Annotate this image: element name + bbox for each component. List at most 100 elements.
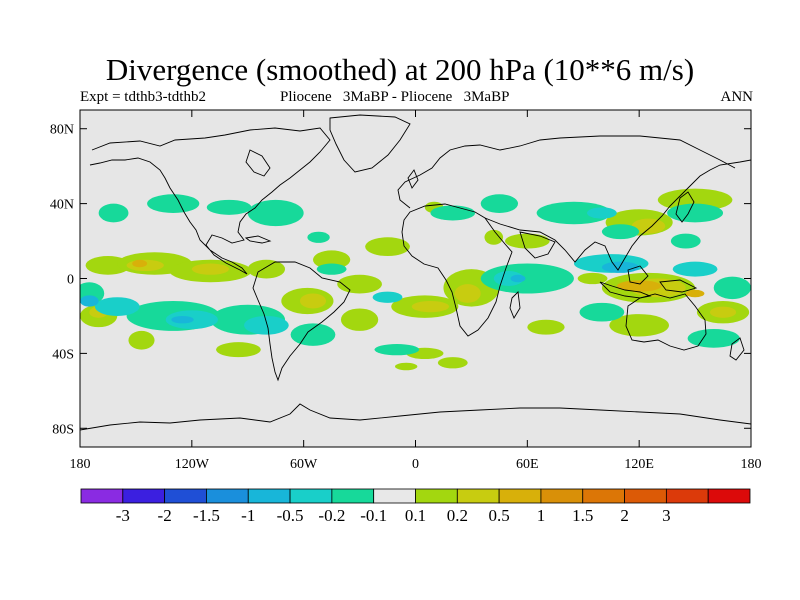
field-blob: [670, 233, 701, 249]
field-blob: [573, 254, 649, 273]
field-blob: [216, 342, 261, 358]
field-blob: [365, 237, 410, 257]
field-blob: [169, 259, 252, 283]
colorbar-swatch: [331, 488, 375, 504]
colorbar-label: 1: [537, 506, 546, 525]
lon-tick-label: 120E: [624, 457, 654, 472]
coast-asia: [484, 159, 751, 271]
field-blob: [510, 274, 526, 283]
coast-greenland: [329, 114, 411, 173]
field-blob: [601, 224, 640, 240]
colorbar-label: -0.2: [318, 506, 345, 525]
colorbar-swatch: [540, 488, 584, 504]
field-blob: [244, 315, 289, 335]
field-blob: [80, 282, 105, 305]
lat-tick-label: 80S: [52, 422, 74, 437]
field-pos-mid: [89, 218, 737, 318]
colorbar-swatch: [665, 488, 709, 504]
field-blob: [210, 304, 286, 335]
coast-cuba: [244, 235, 272, 244]
period-label: Pliocene 3MaBP - Pliocene 3MaBP: [280, 89, 510, 105]
field-blob: [281, 287, 334, 315]
map-background: [80, 110, 751, 447]
field-blob: [132, 259, 148, 268]
coast-new-zealand: [729, 337, 745, 361]
field-blob: [504, 233, 550, 249]
map-axes: 80N 40N 0 40S 80S 180 120W 60W 0 60E 120E 180: [50, 110, 762, 472]
field-blob: [247, 259, 286, 279]
colorbar-swatch: [247, 488, 291, 504]
coastlines: [80, 114, 751, 431]
field-blob: [629, 278, 686, 298]
colorbar-swatch: [582, 488, 625, 504]
chart-title: Divergence (smoothed) at 200 hPa (10**6 …: [105, 52, 695, 87]
colorbar-label: -2: [158, 506, 172, 525]
field-blob: [685, 289, 705, 298]
field-blob: [165, 310, 218, 330]
lat-tick-label: 0: [67, 273, 74, 288]
field-blob: [312, 250, 351, 270]
field-blob: [80, 304, 118, 328]
field-pos-high: [132, 259, 705, 298]
field-blob: [443, 269, 500, 307]
field-blob: [247, 199, 304, 227]
colorbar-label: 0.5: [489, 506, 510, 525]
field-blob: [601, 261, 640, 273]
field-blob: [85, 256, 131, 275]
colorbar-swatch: [498, 488, 542, 504]
field-blob: [709, 306, 737, 318]
lon-tick-label: 60E: [516, 457, 539, 472]
field-blob: [454, 284, 481, 303]
colorbar-swatch: [456, 488, 500, 504]
field-blob: [484, 229, 504, 245]
field-blob: [667, 203, 724, 223]
colorbar-label: 0.2: [447, 506, 468, 525]
coast-australia: [625, 293, 707, 351]
lat-tick-label: 40S: [52, 347, 74, 362]
field-blob: [374, 344, 420, 356]
lat-tick-label: 80N: [50, 123, 74, 138]
field-neg-high: [80, 261, 640, 324]
field-blob: [536, 201, 612, 225]
coast-south-america: [252, 261, 351, 382]
coast-indonesia: [599, 281, 652, 299]
field-blob: [147, 194, 200, 213]
field-blob: [616, 280, 662, 292]
field-blob: [191, 263, 230, 275]
field-blob: [696, 300, 750, 324]
colorbar-label: 0.1: [405, 506, 426, 525]
field-blob: [687, 329, 740, 348]
colorbar-swatch: [80, 488, 124, 504]
colorbar-swatch: [707, 488, 751, 504]
coast-madagascar: [509, 291, 521, 320]
field-blob: [372, 291, 403, 303]
field-blob: [337, 274, 382, 294]
colorbar-label: -1: [241, 506, 255, 525]
coast-antarctica: [80, 403, 751, 431]
field-blob: [609, 314, 669, 337]
coast-uk: [407, 169, 419, 189]
field-neg-low: [80, 194, 751, 356]
field-neg-mid: [94, 207, 718, 335]
colorbar-swatch: [164, 488, 207, 504]
coast-africa: [401, 203, 513, 337]
field-blob: [299, 293, 327, 309]
lon-tick-label: 0: [412, 457, 419, 472]
experiment-label: Expt = tdthb3-tdthb2: [80, 89, 206, 105]
field-blob: [713, 276, 751, 300]
colorbar-label: -0.5: [277, 506, 304, 525]
colorbar-swatch: [373, 488, 416, 504]
field-blob: [430, 205, 476, 221]
map-frame: [79, 109, 752, 448]
field-blob: [171, 315, 194, 324]
field-blob: [672, 261, 718, 277]
field-blob: [307, 231, 330, 243]
field-blob: [493, 271, 524, 286]
lon-tick-label: 120W: [175, 457, 210, 472]
field-blob: [657, 188, 733, 212]
coast-hudson-bay: [245, 149, 271, 177]
field-blob: [89, 306, 108, 318]
field-blob: [394, 362, 418, 371]
colorbar: -3 -2 -1.5 -1 -0.5 -0.2 -0.1 0.1 0.2 0.5 1 1.5 2 3: [80, 488, 751, 525]
colorbar-swatch: [289, 488, 333, 504]
